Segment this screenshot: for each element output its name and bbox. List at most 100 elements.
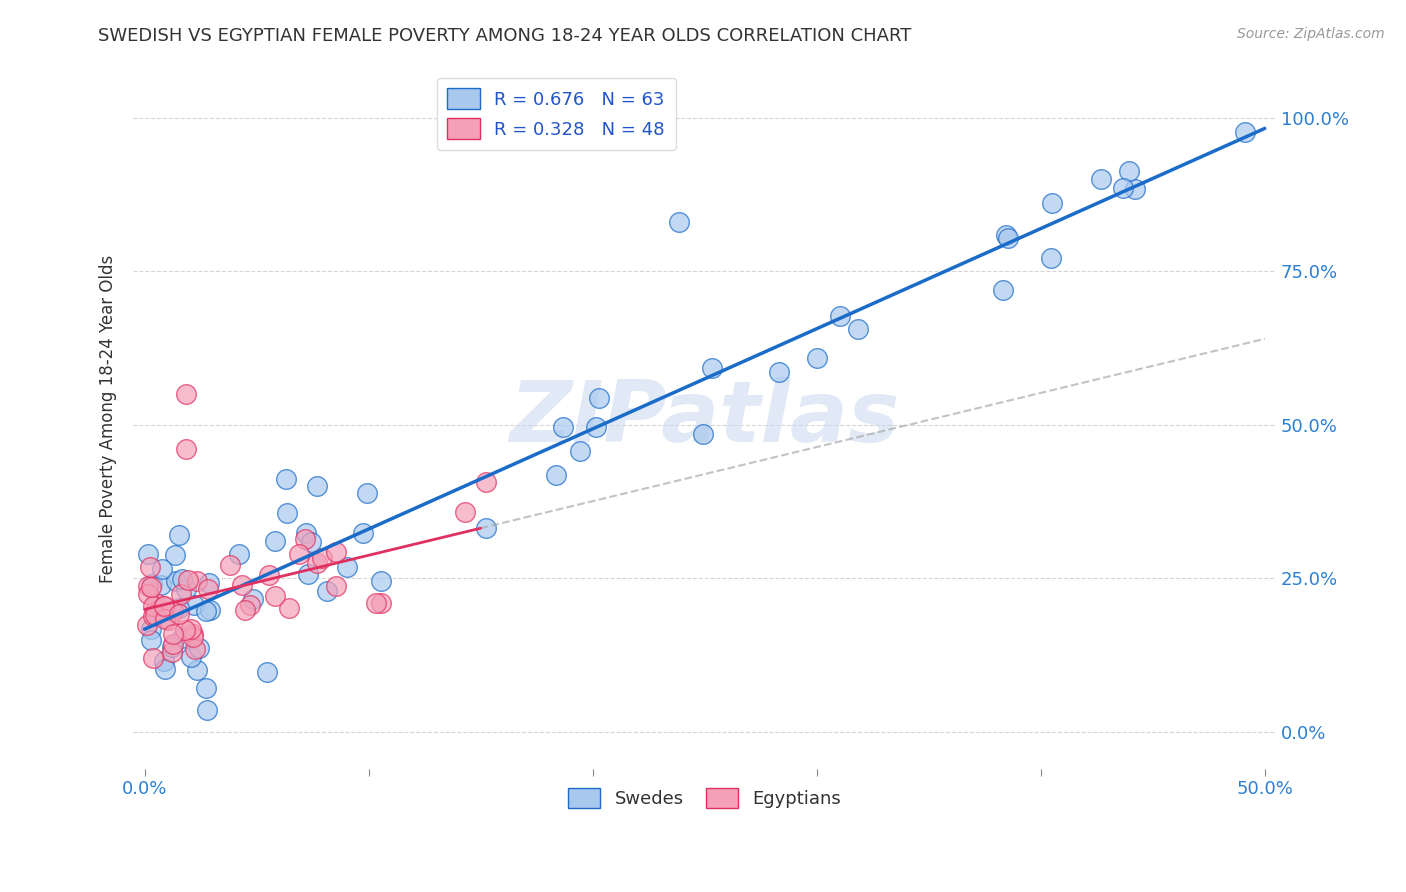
- Point: [160, 645, 183, 659]
- Point: [263, 589, 285, 603]
- Point: [846, 322, 869, 336]
- Point: [197, 576, 219, 591]
- Point: [454, 505, 477, 519]
- Point: [157, 613, 180, 627]
- Point: [180, 622, 202, 636]
- Point: [153, 599, 176, 614]
- Point: [307, 479, 329, 493]
- Point: [551, 420, 574, 434]
- Point: [136, 579, 159, 593]
- Point: [170, 587, 193, 601]
- Point: [997, 231, 1019, 245]
- Point: [183, 598, 205, 612]
- Point: [994, 227, 1017, 242]
- Point: [316, 584, 339, 599]
- Point: [568, 444, 591, 458]
- Point: [287, 547, 309, 561]
- Point: [155, 662, 177, 676]
- Point: [294, 532, 316, 546]
- Point: [174, 582, 197, 596]
- Point: [692, 427, 714, 442]
- Point: [257, 567, 280, 582]
- Point: [311, 551, 333, 566]
- Point: [274, 472, 297, 486]
- Point: [242, 591, 264, 606]
- Point: [1118, 163, 1140, 178]
- Point: [167, 601, 190, 615]
- Point: [186, 664, 208, 678]
- Point: [295, 526, 318, 541]
- Point: [278, 601, 301, 615]
- Point: [184, 641, 207, 656]
- Point: [145, 597, 167, 611]
- Point: [138, 547, 160, 561]
- Point: [141, 622, 163, 636]
- Point: [152, 599, 174, 614]
- Point: [141, 580, 163, 594]
- Point: [139, 559, 162, 574]
- Point: [165, 574, 187, 588]
- Point: [174, 387, 197, 401]
- Point: [830, 309, 852, 323]
- Point: [145, 604, 167, 618]
- Point: [181, 630, 204, 644]
- Point: [1123, 182, 1146, 196]
- Point: [186, 574, 208, 588]
- Point: [264, 534, 287, 549]
- Point: [1040, 196, 1063, 211]
- Point: [768, 365, 790, 379]
- Point: [197, 582, 219, 596]
- Point: [143, 608, 166, 623]
- Point: [155, 612, 177, 626]
- Point: [167, 607, 190, 621]
- Point: [356, 485, 378, 500]
- Point: [139, 633, 162, 648]
- Point: [544, 468, 567, 483]
- Point: [1233, 125, 1256, 139]
- Point: [142, 650, 165, 665]
- Point: [142, 609, 165, 624]
- Point: [1090, 172, 1112, 186]
- Point: [169, 527, 191, 541]
- Point: [188, 640, 211, 655]
- Point: [149, 578, 172, 592]
- Point: [239, 599, 262, 613]
- Point: [325, 545, 347, 559]
- Point: [475, 475, 498, 490]
- Point: [162, 637, 184, 651]
- Point: [174, 442, 197, 457]
- Point: [1111, 181, 1133, 195]
- Point: [1039, 252, 1062, 266]
- Point: [165, 549, 187, 563]
- Point: [702, 361, 724, 376]
- Point: [174, 623, 197, 637]
- Point: [150, 562, 173, 576]
- Point: [325, 579, 347, 593]
- Point: [176, 573, 198, 587]
- Point: [256, 665, 278, 679]
- Point: [364, 596, 387, 610]
- Point: [352, 526, 374, 541]
- Point: [194, 681, 217, 696]
- Point: [370, 596, 392, 610]
- Point: [142, 599, 165, 613]
- Point: [181, 627, 204, 641]
- Point: [991, 283, 1014, 297]
- Point: [336, 560, 359, 574]
- Point: [231, 578, 253, 592]
- Point: [235, 603, 257, 617]
- Point: [160, 640, 183, 654]
- Point: [806, 351, 828, 366]
- Point: [668, 215, 690, 229]
- Point: [162, 627, 184, 641]
- Point: [136, 617, 159, 632]
- Y-axis label: Female Poverty Among 18-24 Year Olds: Female Poverty Among 18-24 Year Olds: [100, 254, 117, 582]
- Point: [153, 654, 176, 668]
- Point: [180, 650, 202, 665]
- Point: [219, 558, 242, 572]
- Text: SWEDISH VS EGYPTIAN FEMALE POVERTY AMONG 18-24 YEAR OLDS CORRELATION CHART: SWEDISH VS EGYPTIAN FEMALE POVERTY AMONG…: [98, 27, 912, 45]
- Point: [162, 604, 184, 618]
- Point: [141, 576, 163, 591]
- Point: [228, 547, 250, 561]
- Point: [370, 574, 392, 588]
